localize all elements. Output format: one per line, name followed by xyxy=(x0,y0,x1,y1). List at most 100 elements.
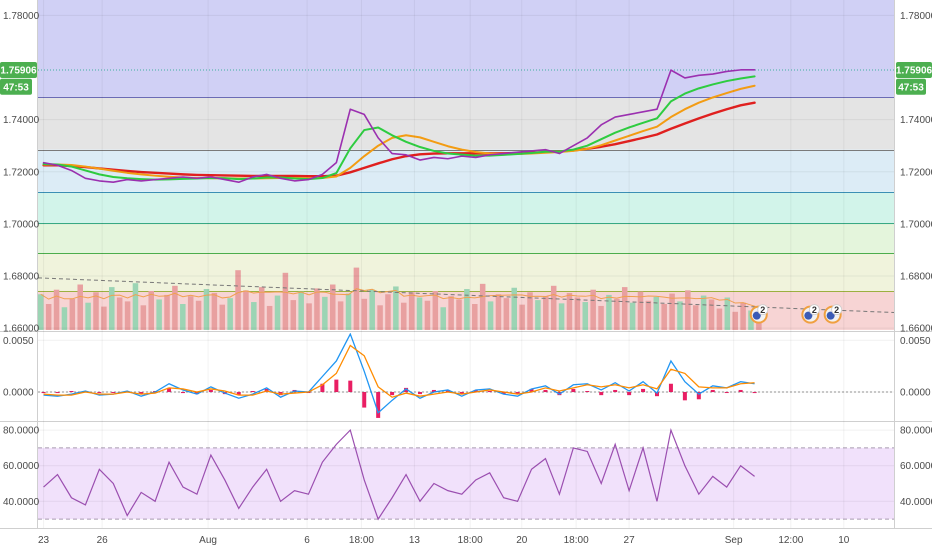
volume-bar xyxy=(329,284,336,330)
countdown-tag-left-text: 47:53 xyxy=(3,82,29,93)
x-axis-ticks[interactable]: 23 26 Aug 6 18:00 13 18:00 20 18:00 27 Sep 12:00 10 xyxy=(38,0,850,546)
macd-histogram-bar xyxy=(613,389,618,393)
macd-histogram-bar xyxy=(487,391,492,393)
macd-histogram-bar xyxy=(208,389,213,393)
macd-histogram-bar xyxy=(41,392,46,394)
x-tick-label[interactable]: Aug xyxy=(199,535,217,546)
volume-bar xyxy=(629,302,636,330)
event-markers[interactable]: 2 2 2 xyxy=(749,304,843,324)
macd-histogram-bar xyxy=(752,392,757,394)
event-count-badge xyxy=(831,304,843,316)
volume-bar xyxy=(598,305,604,330)
x-tick-label[interactable]: 27 xyxy=(624,535,636,546)
volume-bar xyxy=(290,300,297,330)
volume-bar xyxy=(732,311,738,330)
volume-bar xyxy=(661,304,667,330)
volume-bar xyxy=(645,300,652,330)
fib-band xyxy=(38,96,894,150)
y-tick-label-left: 1.74000 xyxy=(3,115,40,126)
macd-histogram-bar xyxy=(69,391,74,393)
macd-histogram-bar xyxy=(599,392,604,396)
x-tick-label[interactable]: 18:00 xyxy=(458,535,483,546)
y-tick-label-right: 40.0000 xyxy=(900,497,932,508)
volume-bar xyxy=(590,289,596,330)
volume-bar xyxy=(716,308,723,330)
y-tick-label-right: 1.70000 xyxy=(900,219,932,230)
volume-bar xyxy=(440,307,446,330)
rsi-panel[interactable] xyxy=(38,427,894,521)
volume-bar xyxy=(377,305,383,330)
y-tick-label-left: 1.78000 xyxy=(3,11,40,22)
y-tick-label-right: 1.74000 xyxy=(900,115,932,126)
macd-histogram-bar xyxy=(236,392,241,396)
volume-bar xyxy=(140,305,147,330)
volume-bar xyxy=(692,305,699,330)
last-price-tag-right: 1.75906 xyxy=(896,61,932,78)
volume-bar xyxy=(85,302,91,330)
price-panel[interactable]: 2 2 2 xyxy=(38,0,894,330)
event-marker[interactable]: 2 xyxy=(749,304,769,324)
fib-band xyxy=(38,191,894,224)
volume-bar xyxy=(235,270,241,330)
macd-histogram-bar xyxy=(111,392,116,394)
macd-histogram-bar xyxy=(250,391,255,393)
event-marker[interactable]: 2 xyxy=(823,304,843,324)
volume-bar xyxy=(203,289,210,330)
y-tick-label-right: 0.0000 xyxy=(900,388,931,399)
y-tick-label-left: 0.0000 xyxy=(3,388,34,399)
countdown-tag-left-bg xyxy=(0,78,32,95)
macd-histogram-bar xyxy=(431,389,436,393)
volume-bar xyxy=(361,298,368,330)
volume-bar xyxy=(432,291,439,330)
x-tick-label[interactable]: 20 xyxy=(516,535,528,546)
volume-bar xyxy=(156,299,162,330)
x-tick-label[interactable]: 26 xyxy=(97,535,109,546)
y-tick-label-right: 1.78000 xyxy=(900,11,932,22)
trend-line[interactable] xyxy=(38,277,894,314)
volume-bar xyxy=(708,299,715,330)
x-tick-label[interactable]: 18:00 xyxy=(564,535,589,546)
volume-bar xyxy=(187,296,194,330)
countdown-tag-right-bg xyxy=(896,78,926,95)
macd-histogram-bar xyxy=(362,392,367,408)
volume-bar xyxy=(550,285,557,330)
volume-bar xyxy=(369,289,375,330)
x-tick-label[interactable]: 18:00 xyxy=(349,535,374,546)
x-tick-label[interactable]: 10 xyxy=(838,535,850,546)
macd-panel[interactable] xyxy=(38,333,894,418)
macd-histogram-bar xyxy=(710,389,715,393)
volume-bar xyxy=(748,310,754,330)
event-marker[interactable]: 2 xyxy=(801,304,820,324)
macd-histogram-bar xyxy=(696,392,701,400)
volume-bar xyxy=(243,290,249,330)
volume-bar xyxy=(282,272,289,330)
volume-bar xyxy=(614,298,620,330)
macd-histogram-bar xyxy=(194,392,199,395)
volume-bar xyxy=(393,286,399,330)
event-flag-icon xyxy=(826,311,835,320)
macd-histogram-bar xyxy=(682,392,687,401)
fib-band xyxy=(38,0,894,97)
volume-bar xyxy=(677,301,683,330)
volume-bar xyxy=(219,304,226,330)
event-count-badge xyxy=(808,304,820,316)
panel-frames xyxy=(0,0,932,529)
volume-bar xyxy=(53,289,60,330)
x-tick-label[interactable]: 12:00 xyxy=(778,535,803,546)
x-tick-label[interactable]: Sep xyxy=(725,535,743,546)
volume-bar xyxy=(353,267,360,330)
price-series-line xyxy=(42,69,756,184)
macd-line xyxy=(43,333,755,414)
volume-bar xyxy=(740,302,746,330)
volume-bar xyxy=(464,289,470,330)
volume-bar xyxy=(519,304,525,330)
y-tick-label-left: 1.70000 xyxy=(3,219,40,230)
rsi-line xyxy=(43,427,755,521)
x-tick-label[interactable]: 6 xyxy=(304,535,310,546)
x-tick-label[interactable]: 23 xyxy=(38,535,50,546)
volume-bar xyxy=(116,297,123,330)
x-tick-label[interactable]: 13 xyxy=(409,535,421,546)
volume-bar xyxy=(606,294,612,330)
volume-bar xyxy=(180,304,186,330)
